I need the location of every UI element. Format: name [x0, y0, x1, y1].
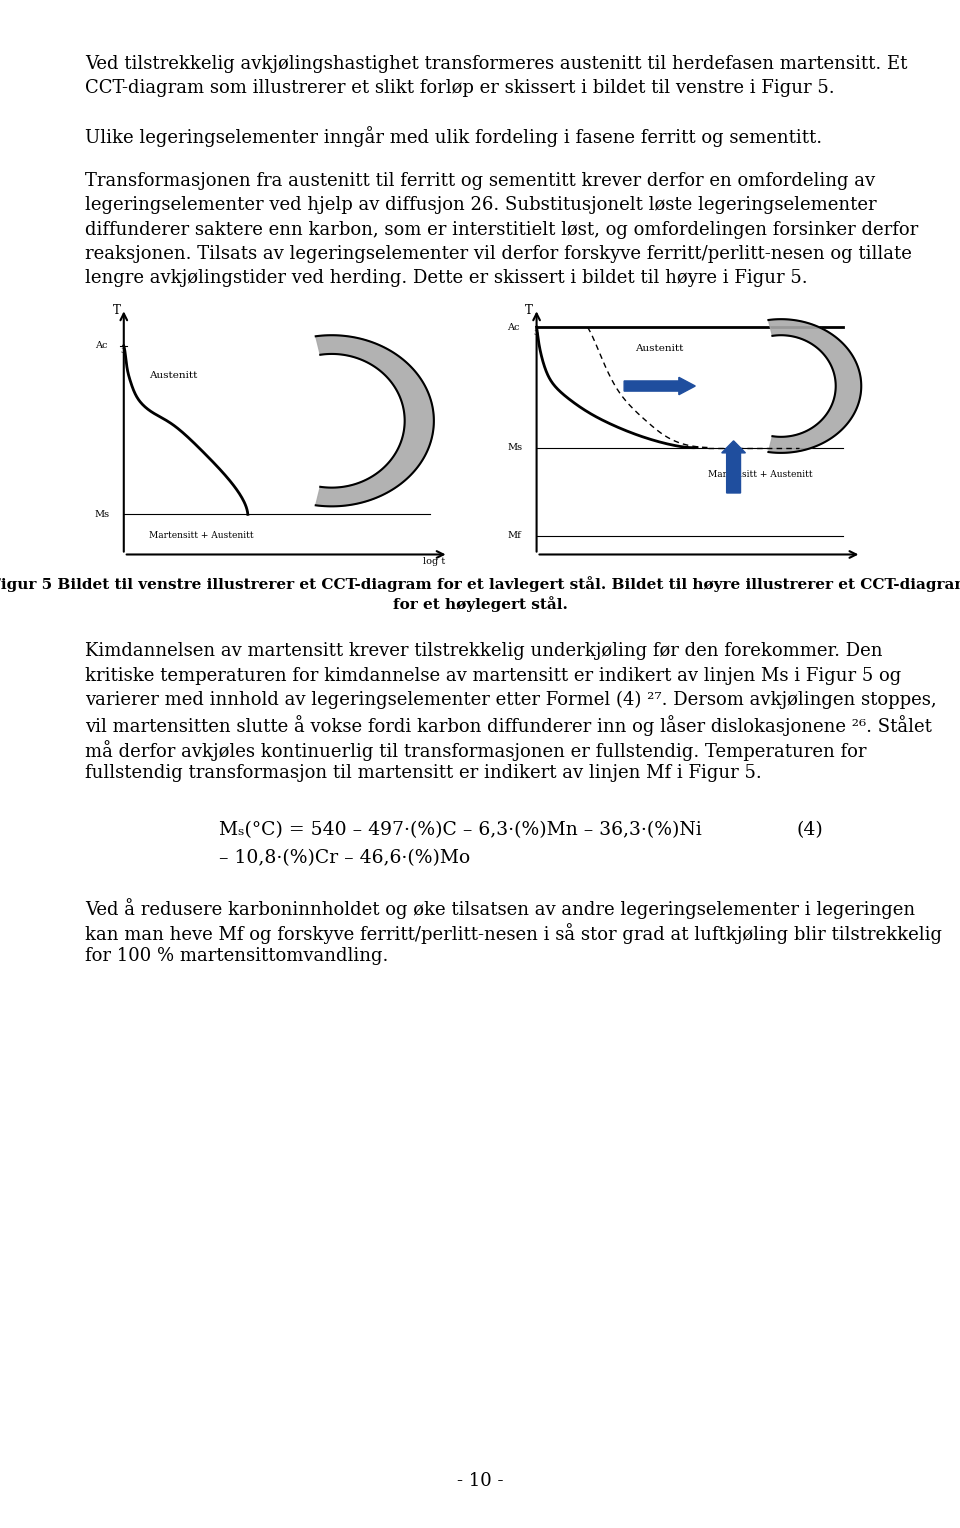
Text: Ac: Ac: [95, 341, 108, 350]
Text: fullstendig transformasjon til martensitt er indikert av linjen Mf i Figur 5.: fullstendig transformasjon til martensit…: [85, 764, 761, 782]
Text: Kimdannelsen av martensitt krever tilstrekkelig underkjøling før den forekommer.: Kimdannelsen av martensitt krever tilstr…: [85, 642, 882, 660]
Text: reaksjonen. Tilsats av legeringselementer vil derfor forskyve ferritt/perlitt-ne: reaksjonen. Tilsats av legeringselemente…: [85, 244, 912, 263]
Text: - 10 -: - 10 -: [457, 1471, 503, 1490]
Text: Ms: Ms: [95, 510, 109, 520]
FancyArrow shape: [722, 442, 745, 494]
Text: Ms: Ms: [508, 443, 522, 452]
Text: Martensitt + Austenitt: Martensitt + Austenitt: [708, 469, 813, 478]
Text: 3: 3: [120, 347, 125, 356]
Text: kritiske temperaturen for kimdannelse av martensitt er indikert av linjen Ms i F: kritiske temperaturen for kimdannelse av…: [85, 666, 901, 685]
Text: kan man heve Mf og forskyve ferritt/perlitt-nesen i så stor grad at luftkjøling : kan man heve Mf og forskyve ferritt/perl…: [85, 923, 942, 944]
Text: (4): (4): [796, 822, 823, 839]
Text: Martensitt + Austenitt: Martensitt + Austenitt: [150, 532, 254, 541]
Text: Ved å redusere karboninnholdet og øke tilsatsen av andre legeringselementer i le: Ved å redusere karboninnholdet og øke ti…: [85, 898, 915, 920]
Text: Mₛ(°C) = 540 – 497·(%)C – 6,3·(%)Mn – 36,3·(%)Ni: Mₛ(°C) = 540 – 497·(%)C – 6,3·(%)Mn – 36…: [219, 822, 702, 839]
Text: T: T: [112, 304, 120, 318]
Polygon shape: [768, 319, 861, 452]
FancyArrow shape: [624, 377, 695, 394]
Text: T: T: [525, 304, 533, 318]
Text: for et høylegert stål.: for et høylegert stål.: [393, 596, 567, 613]
Text: Austenitt: Austenitt: [636, 344, 684, 353]
Text: CCT-diagram som illustrerer et slikt forløp er skissert i bildet til venstre i F: CCT-diagram som illustrerer et slikt for…: [85, 79, 834, 98]
Text: log t: log t: [422, 556, 444, 565]
Text: Figur 5 Bildet til venstre illustrerer et CCT-diagram for et lavlegert stål. Bil: Figur 5 Bildet til venstre illustrerer e…: [0, 576, 960, 593]
Text: – 10,8·(%)Cr – 46,6·(%)Mo: – 10,8·(%)Cr – 46,6·(%)Mo: [219, 850, 470, 868]
Text: Transformasjonen fra austenitt til ferritt og sementitt krever derfor en omforde: Transformasjonen fra austenitt til ferri…: [85, 173, 876, 189]
Text: Ulike legeringselementer inngår med ulik fordeling i fasene ferritt og sementitt: Ulike legeringselementer inngår med ulik…: [85, 125, 822, 147]
Text: vil martensitten slutte å vokse fordi karbon diffunderer inn og låser dislokasjo: vil martensitten slutte å vokse fordi ka…: [85, 715, 932, 736]
Text: for 100 % martensittomvandling.: for 100 % martensittomvandling.: [85, 947, 389, 966]
Text: 3: 3: [533, 329, 538, 336]
Text: Austenitt: Austenitt: [150, 371, 198, 380]
Text: må derfor avkjøles kontinuerlig til transformasjonen er fullstendig. Temperature: må derfor avkjøles kontinuerlig til tran…: [85, 740, 867, 761]
Text: legeringselementer ved hjelp av diffusjon 26. Substitusjonelt løste legeringsele: legeringselementer ved hjelp av diffusjo…: [85, 197, 876, 214]
Text: Ac: Ac: [508, 322, 520, 332]
Text: lengre avkjølingstider ved herding. Dette er skissert i bildet til høyre i Figur: lengre avkjølingstider ved herding. Dett…: [85, 269, 807, 287]
Text: Mf: Mf: [508, 532, 521, 541]
Text: Ved tilstrekkelig avkjølingshastighet transformeres austenitt til herdefasen mar: Ved tilstrekkelig avkjølingshastighet tr…: [85, 55, 907, 73]
Text: diffunderer saktere enn karbon, som er interstitielt løst, og omfordelingen fors: diffunderer saktere enn karbon, som er i…: [85, 220, 919, 238]
Polygon shape: [316, 335, 434, 506]
Text: varierer med innhold av legeringselementer etter Formel (4) ²⁷. Dersom avkjøling: varierer med innhold av legeringselement…: [85, 691, 937, 709]
